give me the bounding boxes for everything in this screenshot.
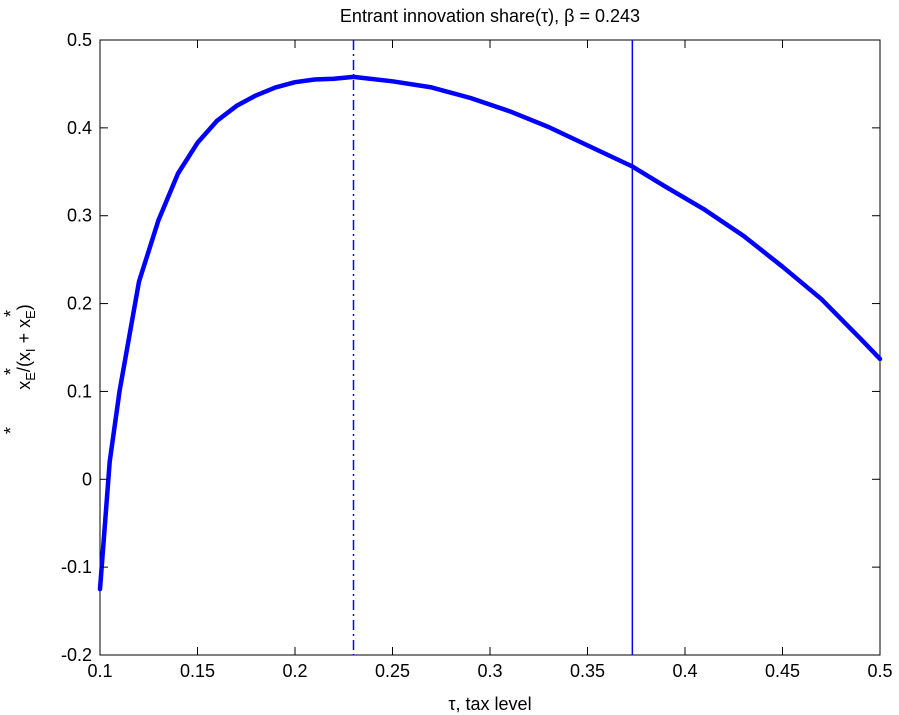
x-tick-label: 0.35: [570, 661, 605, 681]
y-label-plus: + x: [14, 319, 34, 349]
y-label-close: ): [14, 304, 34, 310]
y-tick-label: 0.4: [67, 118, 92, 138]
y-tick-label: -0.1: [61, 557, 92, 577]
x-tick-label: 0.2: [282, 661, 307, 681]
y-label-sub2: I: [23, 348, 38, 352]
y-label-star-1: *: [1, 427, 21, 434]
x-axis: 0.1 0.15 0.2 0.25 0.3 0.35 0.4 0.45 0.5: [87, 40, 893, 681]
y-tick-label: 0.1: [67, 381, 92, 401]
x-tick-label: 0.5: [867, 661, 892, 681]
x-tick-label: 0.45: [765, 661, 800, 681]
y-label-x1: x: [14, 381, 34, 390]
y-tick-label: -0.2: [61, 645, 92, 665]
axes-box: [99, 39, 881, 656]
x-tick-label: 0.25: [375, 661, 410, 681]
x-tick-label: 0.1: [87, 661, 112, 681]
y-axis-label: xE/(xI + xE) * * *: [1, 304, 38, 434]
svg-text:xE/(xI + xE): xE/(xI + xE): [14, 304, 38, 389]
y-tick-label: 0: [82, 469, 92, 489]
y-label-sub1: E: [23, 372, 38, 381]
series-line: [97, 74, 883, 592]
y-axis: -0.2 -0.1 0 0.1 0.2 0.3 0.4 0.5: [61, 30, 880, 665]
y-tick-label: 0.2: [67, 294, 92, 314]
x-tick-label: 0.3: [477, 661, 502, 681]
y-label-open: /(x: [14, 352, 34, 372]
x-axis-label: τ, tax level: [448, 694, 531, 714]
plot-area: [97, 39, 883, 656]
y-label-star-3: *: [1, 310, 21, 317]
chart-title: Entrant innovation share(τ), β = 0.243: [340, 6, 640, 26]
x-tick-label: 0.15: [180, 661, 215, 681]
y-tick-label: 0.3: [67, 206, 92, 226]
x-tick-label: 0.4: [672, 661, 697, 681]
y-label-sub3: E: [23, 310, 38, 319]
y-label-star-2: *: [1, 368, 21, 375]
y-tick-label: 0.5: [67, 30, 92, 50]
